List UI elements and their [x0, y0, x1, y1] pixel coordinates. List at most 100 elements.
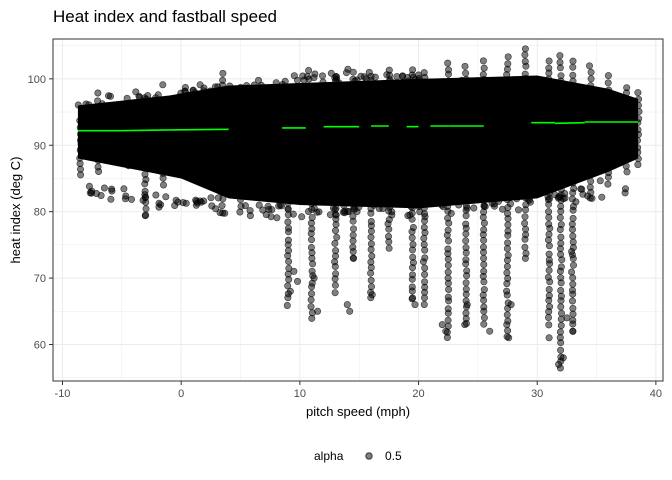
- data-point: [444, 191, 452, 199]
- data-point: [219, 149, 227, 157]
- data-point: [559, 354, 567, 362]
- data-point: [545, 230, 553, 238]
- data-point: [470, 204, 478, 212]
- data-points: [74, 45, 643, 372]
- data-point: [408, 234, 416, 242]
- data-point: [226, 82, 234, 90]
- data-point: [367, 76, 375, 84]
- data-point: [219, 88, 227, 96]
- data-point: [344, 65, 352, 73]
- data-point: [557, 263, 565, 271]
- data-point: [445, 131, 453, 139]
- data-point: [479, 57, 487, 65]
- data-point: [76, 146, 84, 154]
- data-point: [485, 194, 493, 202]
- data-point: [207, 194, 215, 202]
- data-point: [569, 327, 577, 335]
- data-point: [635, 108, 643, 116]
- data-point: [307, 303, 315, 311]
- series-line: [77, 125, 182, 130]
- data-point: [568, 268, 576, 276]
- data-point: [444, 245, 452, 253]
- data-point: [385, 179, 393, 187]
- data-point: [264, 202, 272, 210]
- data-point: [367, 218, 375, 226]
- data-point: [504, 239, 512, 247]
- data-point: [236, 208, 244, 216]
- data-point: [124, 115, 132, 123]
- data-point: [104, 102, 112, 110]
- data-point: [155, 199, 163, 207]
- data-point: [383, 71, 391, 79]
- data-point: [556, 173, 564, 181]
- data-point: [521, 219, 529, 227]
- data-point: [480, 260, 488, 268]
- data-point: [385, 172, 393, 180]
- data-point: [557, 239, 565, 247]
- data-point: [623, 127, 631, 135]
- data-point: [463, 267, 471, 275]
- data-point: [568, 220, 576, 228]
- data-point: [305, 67, 313, 75]
- data-point: [462, 256, 470, 264]
- data-point: [545, 195, 553, 203]
- data-point: [444, 165, 452, 173]
- data-point: [462, 190, 470, 198]
- data-point: [556, 193, 564, 201]
- data-point: [181, 84, 189, 92]
- data-point: [339, 208, 347, 216]
- data-point: [569, 153, 577, 161]
- data-point: [545, 285, 553, 293]
- data-point: [586, 110, 594, 118]
- data-point: [480, 219, 488, 227]
- data-point: [587, 68, 595, 76]
- data-point: [257, 81, 265, 89]
- data-point: [555, 94, 563, 102]
- data-point: [385, 161, 393, 169]
- data-point: [504, 251, 512, 259]
- data-point: [557, 84, 565, 92]
- data-point: [444, 226, 452, 234]
- data-point: [308, 183, 316, 191]
- data-point: [159, 139, 167, 147]
- data-point: [307, 195, 315, 203]
- data-point: [160, 116, 168, 124]
- data-point: [409, 241, 417, 249]
- data-point: [409, 193, 417, 201]
- data-point: [480, 153, 488, 161]
- data-point: [293, 76, 301, 84]
- data-point: [420, 110, 428, 118]
- data-point: [395, 80, 403, 88]
- data-point: [569, 63, 577, 71]
- data-point: [399, 72, 407, 80]
- data-point: [284, 174, 292, 182]
- data-point: [411, 76, 419, 84]
- data-point: [522, 225, 530, 233]
- data-point: [283, 163, 291, 171]
- data-point: [480, 82, 488, 90]
- data-point: [544, 273, 552, 281]
- data-point: [237, 190, 245, 198]
- data-point: [192, 201, 200, 209]
- data-point: [557, 286, 565, 294]
- data-point: [360, 73, 368, 81]
- data-point: [444, 261, 452, 269]
- data-point: [281, 77, 289, 85]
- data-point: [479, 112, 487, 120]
- data-point: [287, 83, 295, 91]
- data-point: [521, 51, 529, 59]
- data-point: [388, 208, 396, 216]
- data-point: [142, 104, 150, 112]
- data-point: [420, 187, 428, 195]
- data-point: [586, 117, 594, 125]
- data-point: [141, 170, 149, 178]
- data-point: [521, 45, 529, 53]
- data-point: [462, 153, 470, 161]
- data-point: [588, 194, 596, 202]
- data-point: [545, 64, 553, 72]
- data-point: [308, 214, 316, 222]
- data-point: [504, 138, 512, 146]
- data-point: [462, 279, 470, 287]
- data-point: [172, 196, 180, 204]
- data-point: [236, 118, 244, 126]
